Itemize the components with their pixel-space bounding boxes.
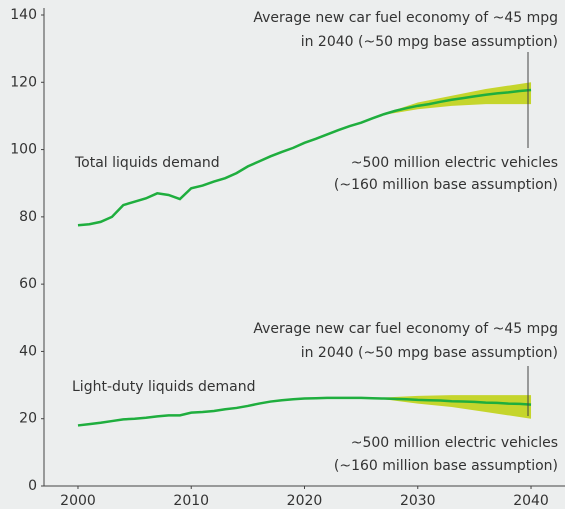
y-tick-label: 120 [10, 74, 37, 90]
annotation: ~500 million electric vehicles [351, 155, 558, 171]
series-label: Light-duty liquids demand [72, 379, 256, 395]
y-tick-label: 20 [19, 411, 37, 427]
x-tick-label: 2040 [513, 493, 549, 509]
y-tick-label: 140 [10, 7, 37, 23]
series-label: Total liquids demand [74, 155, 220, 171]
annotation: Average new car fuel economy of ~45 mpg [253, 10, 558, 26]
annotation: ~500 million electric vehicles [351, 435, 558, 451]
x-tick-label: 2020 [287, 493, 323, 509]
series-line [77, 88, 532, 227]
annotation: Average new car fuel economy of ~45 mpg [253, 321, 558, 337]
x-tick-label: 2000 [60, 493, 96, 509]
y-tick-label: 0 [28, 478, 37, 494]
annotation: in 2040 (~50 mpg base assumption) [301, 34, 558, 50]
x-tick-label: 2010 [173, 493, 209, 509]
annotation: (~160 million base assumption) [334, 458, 558, 474]
series-line [77, 396, 532, 427]
x-tick-label: 2030 [400, 493, 436, 509]
y-tick-label: 60 [19, 276, 37, 292]
y-tick-label: 80 [19, 209, 37, 225]
y-tick-label: 100 [10, 142, 37, 158]
annotation: in 2040 (~50 mpg base assumption) [301, 345, 558, 361]
annotation: (~160 million base assumption) [334, 177, 558, 193]
y-tick-label: 40 [19, 343, 37, 359]
